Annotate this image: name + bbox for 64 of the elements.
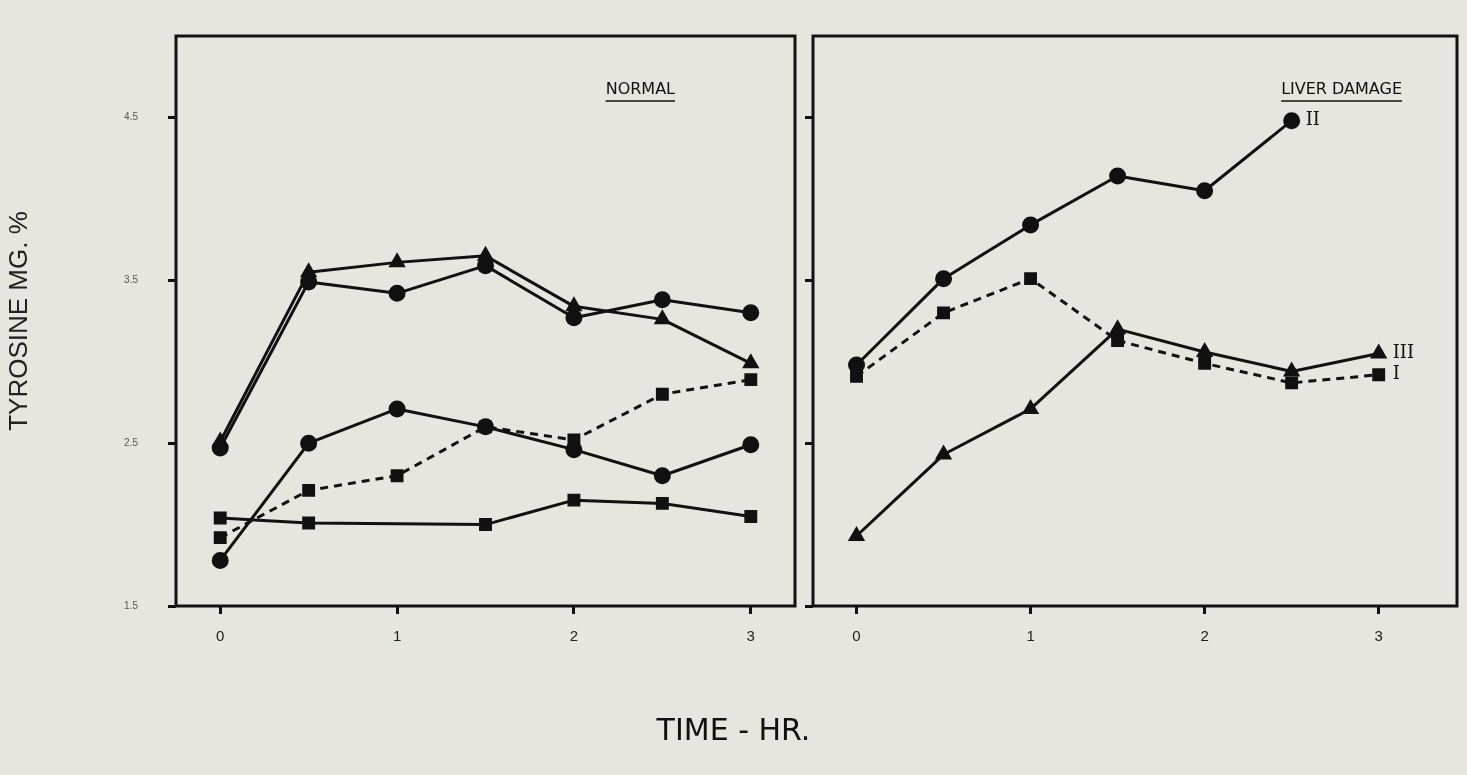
point — [1024, 272, 1038, 286]
point — [1372, 368, 1386, 382]
x-tick-label: 2 — [1200, 627, 1209, 645]
series-label: I — [1392, 362, 1400, 384]
point — [743, 354, 759, 369]
x-tick-label: 3 — [1374, 627, 1383, 645]
series-label: III — [1392, 341, 1415, 363]
point — [565, 309, 583, 327]
point — [744, 509, 758, 523]
point — [654, 310, 670, 325]
y-tick-label: 2.5 — [124, 436, 139, 448]
point — [212, 433, 228, 447]
point — [1110, 320, 1126, 335]
point — [744, 373, 758, 387]
x-tick-label: 0 — [852, 627, 861, 645]
point — [655, 387, 669, 401]
point — [1285, 376, 1299, 390]
x-tick-label: 3 — [746, 627, 755, 645]
point — [1371, 345, 1387, 359]
point — [1023, 400, 1039, 414]
point — [213, 511, 227, 525]
series-label: II — [1305, 108, 1320, 130]
point — [211, 551, 229, 569]
point — [300, 434, 318, 452]
point — [653, 467, 671, 485]
y-tick-label: 3.5 — [124, 274, 139, 286]
point — [935, 270, 953, 288]
point — [848, 527, 865, 541]
point — [742, 436, 760, 454]
point — [1283, 112, 1301, 130]
point — [1111, 334, 1125, 347]
point — [1197, 343, 1213, 357]
point — [1109, 167, 1127, 185]
point — [567, 493, 581, 507]
point — [1284, 362, 1300, 377]
x-tick-label: 1 — [1026, 627, 1035, 645]
point — [213, 531, 227, 545]
text: LIVER DAMAGE — [1281, 79, 1402, 99]
point — [1196, 182, 1214, 200]
x-tick-label: 0 — [216, 627, 225, 645]
point — [937, 306, 950, 320]
point — [302, 516, 316, 530]
point — [388, 284, 406, 302]
point — [388, 400, 406, 418]
text: NORMAL — [605, 79, 676, 99]
x-axis-title: TIME - HR. — [655, 712, 812, 747]
x-tick-label: 2 — [569, 627, 579, 645]
point — [390, 469, 404, 483]
point — [1198, 356, 1212, 370]
point — [653, 291, 671, 309]
point — [301, 263, 317, 278]
point — [389, 253, 405, 268]
point — [1022, 216, 1040, 234]
point — [477, 247, 494, 261]
x-tick-label: 1 — [392, 627, 402, 645]
point — [655, 496, 669, 510]
point — [566, 297, 582, 312]
point — [742, 304, 760, 322]
y-axis-title: TYROSINE MG. % — [2, 211, 33, 431]
y-tick-label: 4.5 — [124, 111, 139, 123]
point — [935, 446, 952, 460]
point — [479, 518, 492, 532]
point — [302, 483, 316, 497]
y-tick-label: 1.5 — [124, 599, 139, 611]
